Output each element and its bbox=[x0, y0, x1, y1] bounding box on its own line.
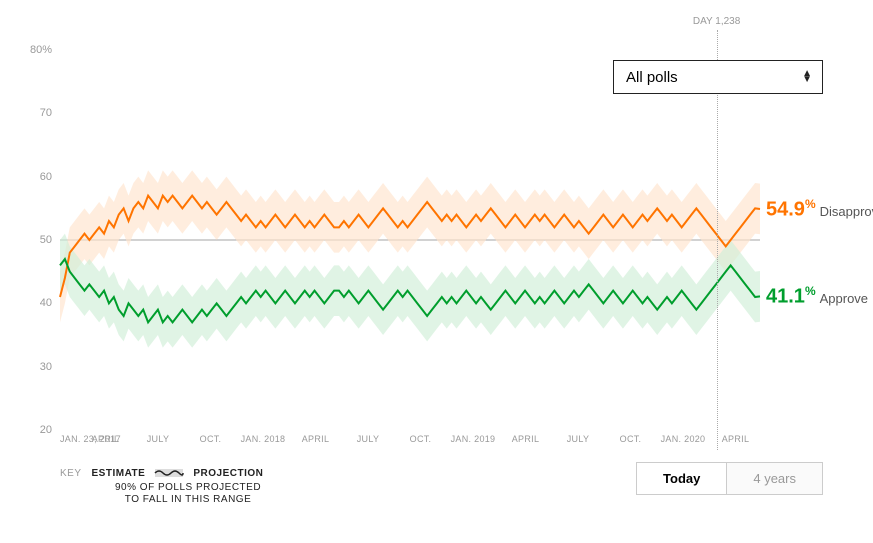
key-projection: PROJECTION bbox=[193, 468, 263, 479]
y-axis: 20304050607080% bbox=[20, 50, 60, 430]
approve-text: Approve bbox=[820, 291, 868, 306]
disapprove-value: 54.9 bbox=[766, 199, 805, 221]
key-subtitle: 90% OF POLLS PROJECTEDTO FALL IN THIS RA… bbox=[115, 482, 261, 506]
dropdown-label: All polls bbox=[626, 69, 678, 86]
toggle-4years[interactable]: 4 years bbox=[726, 463, 822, 494]
disapprove-end-label: 54.9%Disapprove bbox=[766, 197, 873, 222]
plot-area bbox=[60, 50, 760, 430]
legend-key: KEY ESTIMATE PROJECTION bbox=[60, 466, 263, 480]
approve-value: 41.1 bbox=[766, 286, 805, 308]
approve-end-label: 41.1%Approve bbox=[766, 284, 868, 309]
day-marker-label: DAY 1,238 bbox=[693, 16, 740, 27]
key-squiggle-icon bbox=[155, 466, 183, 480]
disapprove-text: Disapprove bbox=[820, 204, 873, 219]
x-axis: JAN. 23, 2017APRILJULYOCT.JAN. 2018APRIL… bbox=[60, 434, 760, 454]
key-label: KEY bbox=[60, 468, 82, 479]
toggle-today[interactable]: Today bbox=[637, 463, 726, 494]
poll-filter-dropdown[interactable]: All polls ▲▼ bbox=[613, 60, 823, 94]
chart-svg bbox=[60, 50, 760, 430]
key-estimate: ESTIMATE bbox=[92, 468, 146, 479]
dropdown-arrows-icon: ▲▼ bbox=[802, 71, 812, 83]
approval-chart: 20304050607080% JAN. 23, 2017APRILJULYOC… bbox=[20, 20, 853, 523]
timeframe-toggle: Today 4 years bbox=[636, 462, 823, 495]
